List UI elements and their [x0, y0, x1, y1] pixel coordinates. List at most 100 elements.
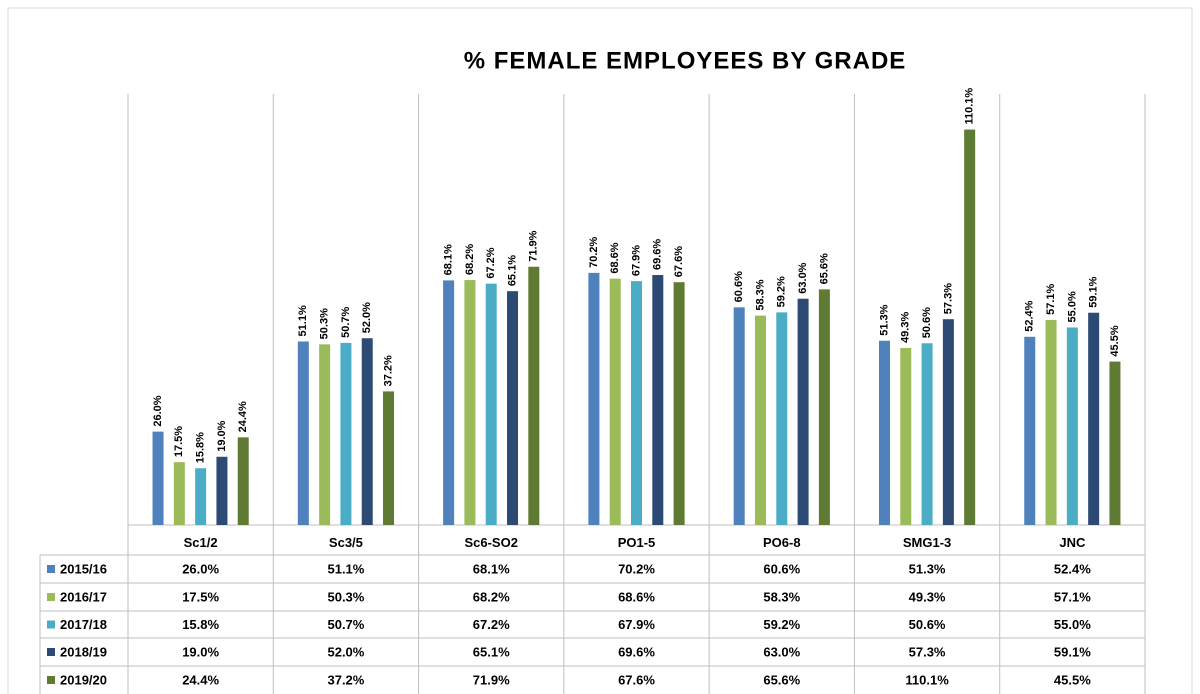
bar — [297, 341, 309, 525]
bar — [609, 278, 621, 525]
data-label: 65.1% — [506, 255, 518, 286]
bar — [776, 312, 788, 525]
bar — [485, 283, 497, 525]
bar — [1045, 319, 1057, 525]
table-cell: 67.2% — [473, 617, 510, 632]
chart-border — [7, 7, 1193, 694]
data-label: 59.2% — [776, 276, 788, 307]
table-cell: 51.1% — [327, 561, 364, 576]
data-label: 50.7% — [340, 306, 352, 337]
table-cell: 68.6% — [618, 589, 655, 604]
x-tick-label: Sc6-SO2 — [464, 535, 517, 550]
data-label: 57.1% — [1045, 284, 1057, 315]
table-cell: 55.0% — [1054, 617, 1091, 632]
table-cell: 59.1% — [1054, 644, 1091, 659]
table-cell: 71.9% — [473, 672, 510, 687]
table-cell: 69.6% — [618, 644, 655, 659]
data-label: 71.9% — [528, 230, 540, 261]
data-label: 51.3% — [878, 304, 890, 335]
bar — [921, 343, 933, 525]
table-cell: 68.2% — [473, 589, 510, 604]
data-label: 17.5% — [173, 426, 185, 457]
legend-label: 2019/20 — [60, 672, 107, 687]
bar — [1066, 327, 1078, 525]
x-tick-label: JNC — [1059, 535, 1086, 550]
table-cell: 57.3% — [909, 644, 946, 659]
bar — [878, 340, 890, 525]
bar — [319, 344, 331, 525]
bar — [673, 282, 685, 525]
data-label: 67.6% — [673, 246, 685, 277]
table-cell: 59.2% — [763, 617, 800, 632]
data-label: 63.0% — [797, 262, 809, 293]
data-label: 51.1% — [297, 305, 309, 336]
data-label: 58.3% — [754, 279, 766, 310]
table-cell: 51.3% — [909, 561, 946, 576]
data-label: 65.6% — [818, 253, 830, 284]
bar — [733, 307, 745, 525]
bar — [216, 456, 228, 525]
x-tick-label: Sc1/2 — [184, 535, 218, 550]
data-label: 49.3% — [900, 312, 912, 343]
bar — [588, 272, 600, 525]
table-cell: 37.2% — [327, 672, 364, 687]
bar — [443, 280, 455, 525]
table-cell: 15.8% — [182, 617, 219, 632]
bar — [173, 462, 185, 525]
bar — [1109, 361, 1121, 525]
bar — [942, 319, 954, 525]
data-label: 57.3% — [942, 283, 954, 314]
bar — [964, 129, 976, 525]
table-cell: 52.4% — [1054, 561, 1091, 576]
bar — [1024, 336, 1036, 525]
chart-title: % FEMALE EMPLOYEES BY GRADE — [464, 47, 907, 74]
bar — [754, 315, 766, 525]
data-label: 69.6% — [652, 239, 664, 270]
table-cell: 57.1% — [1054, 589, 1091, 604]
data-label: 67.9% — [630, 245, 642, 276]
bar — [1088, 312, 1100, 525]
data-label: 19.0% — [216, 420, 228, 451]
data-label: 37.2% — [382, 355, 394, 386]
table-cell: 17.5% — [182, 589, 219, 604]
bar — [340, 342, 352, 525]
table-cell: 65.6% — [763, 672, 800, 687]
data-label: 15.8% — [195, 432, 207, 463]
table-cell: 45.5% — [1054, 672, 1091, 687]
legend-label: 2017/18 — [60, 617, 107, 632]
table-cell: 50.6% — [909, 617, 946, 632]
x-tick-label: PO1-5 — [618, 535, 656, 550]
table-cell: 67.6% — [618, 672, 655, 687]
bar — [152, 431, 164, 525]
data-label: 67.2% — [485, 247, 497, 278]
table-cell: 49.3% — [909, 589, 946, 604]
data-label: 60.6% — [733, 271, 745, 302]
bar — [361, 338, 373, 525]
table-cell: 60.6% — [763, 561, 800, 576]
bar — [797, 298, 809, 525]
bar — [464, 280, 476, 525]
bar — [900, 347, 912, 525]
data-label: 26.0% — [152, 395, 164, 426]
table-cell: 58.3% — [763, 589, 800, 604]
table-cell: 50.7% — [327, 617, 364, 632]
data-label: 52.0% — [361, 302, 373, 333]
table-cell: 110.1% — [905, 672, 949, 687]
data-label: 50.6% — [921, 307, 933, 338]
legend-swatch — [47, 565, 55, 573]
data-label: 50.3% — [319, 308, 331, 339]
table-cell: 24.4% — [182, 672, 219, 687]
data-label: 68.6% — [609, 242, 621, 273]
legend-label: 2016/17 — [60, 589, 107, 604]
data-label: 55.0% — [1066, 291, 1078, 322]
bar — [237, 437, 249, 525]
x-tick-label: PO6-8 — [763, 535, 801, 550]
data-label: 110.1% — [964, 88, 976, 125]
legend-label: 2018/19 — [60, 644, 107, 659]
table-cell: 52.0% — [327, 644, 364, 659]
bar — [528, 266, 540, 525]
table-cell: 19.0% — [182, 644, 219, 659]
legend-swatch — [47, 620, 55, 629]
legend-swatch — [47, 676, 55, 684]
